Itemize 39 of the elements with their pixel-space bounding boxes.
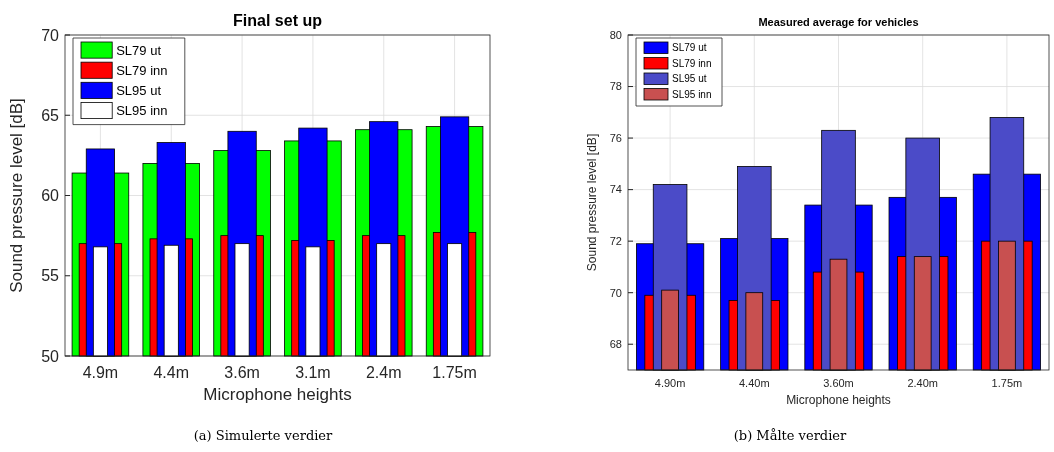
y-tick-label: 72 (609, 235, 622, 247)
y-tick-label: 76 (609, 131, 622, 144)
text: (b) Målte verdier (733, 428, 848, 443)
legend-label: SL79 ut (116, 42, 162, 58)
y-tick-label: 50 (41, 347, 60, 365)
x-tick-label: 3.60m (823, 377, 854, 389)
legend-label: SL95 ut (116, 82, 162, 98)
x-axis-title: Microphone heights (786, 393, 891, 407)
y-tick-label: 60 (41, 187, 60, 205)
text: (a) Simulerte verdier (193, 428, 334, 443)
y-axis-title: Sound pressure level [dB] (6, 98, 26, 293)
legend-label: SL79 inn (116, 62, 168, 78)
y-tick-label: 74 (609, 183, 622, 196)
y-tick-label: 68 (609, 338, 622, 351)
legend-label: SL95 inn (116, 103, 168, 119)
y-tick-label: 78 (609, 80, 622, 93)
legend-label: SL79 ut (672, 42, 707, 54)
x-tick-label: 2.40m (907, 377, 938, 389)
x-tick-label: 4.90m (654, 377, 686, 389)
x-tick-label: 4.9m (82, 364, 119, 381)
y-tick-label: 70 (41, 26, 60, 44)
legend-label: SL95 inn (672, 88, 712, 100)
y-tick-label: 80 (609, 28, 622, 41)
y-tick-label: 70 (609, 286, 622, 299)
x-tick-label: 4.40m (739, 377, 770, 389)
x-tick-label: 1.75m (991, 377, 1023, 389)
y-tick-label: 55 (41, 267, 60, 285)
x-axis-title: Microphone heights (203, 385, 352, 404)
x-tick-label: 1.75m (432, 364, 477, 381)
x-tick-label: 3.1m (295, 364, 331, 381)
y-axis-title: Sound pressure level [dB] (584, 133, 599, 272)
chart-title: Measured average for vehicles (758, 16, 919, 28)
legend-label: SL95 ut (672, 73, 707, 85)
x-tick-label: 4.4m (153, 364, 190, 381)
chart-title: Final set up (233, 12, 323, 29)
legend-label: SL79 inn (672, 57, 712, 69)
y-tick-label: 65 (41, 106, 60, 124)
x-tick-label: 2.4m (365, 364, 402, 381)
x-tick-label: 3.6m (224, 364, 260, 381)
